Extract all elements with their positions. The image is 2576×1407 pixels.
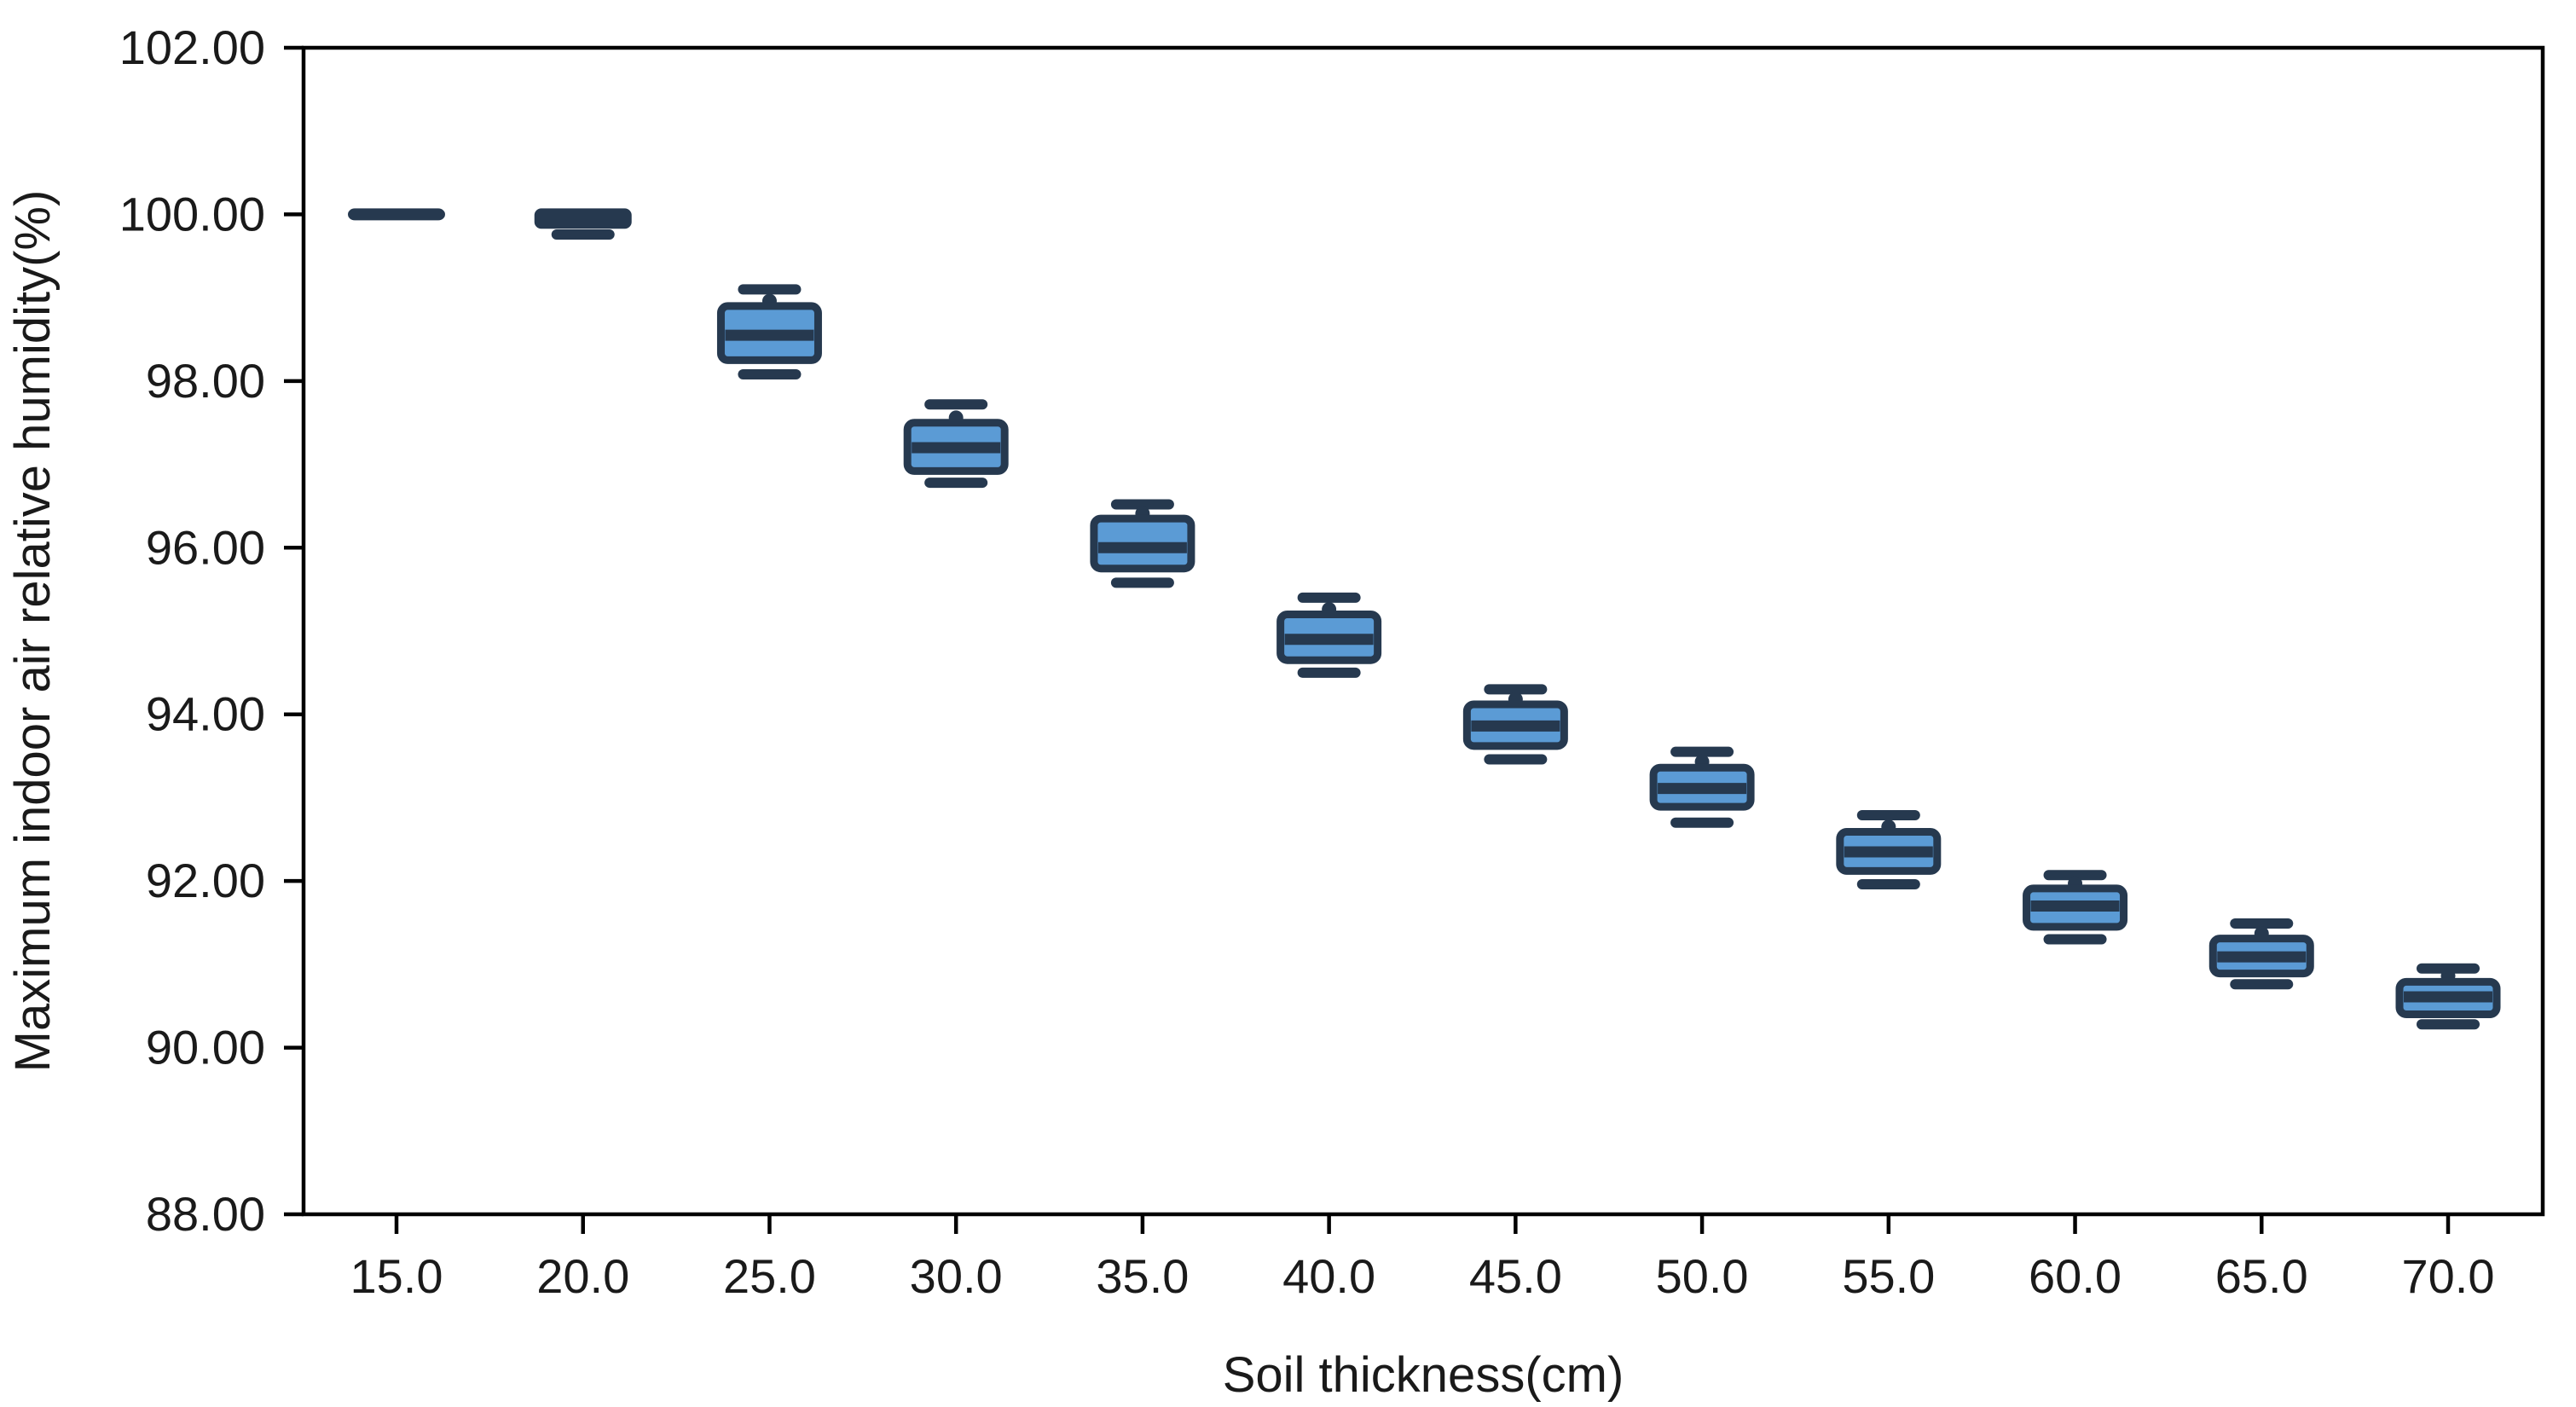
y-tick-label: 98.00: [146, 354, 265, 408]
x-tick-label: 15.0: [350, 1249, 443, 1303]
y-tick-label: 102.00: [119, 20, 265, 74]
x-tick-label: 60.0: [2029, 1249, 2122, 1303]
box-15-collapsed-bar: [348, 208, 445, 221]
y-tick-label: 94.00: [146, 687, 265, 741]
y-tick-label: 92.00: [146, 854, 265, 907]
x-tick-label: 30.0: [910, 1249, 1003, 1303]
plot-frame: [301, 45, 2545, 1217]
x-tick-label: 25.0: [723, 1249, 816, 1303]
x-axis-title: Soil thickness(cm): [1223, 1347, 1624, 1403]
x-tick-label: 55.0: [1842, 1249, 1935, 1303]
plot-layer: 102.00 100.00 98.00 96.00 94.00 92.00 90.00 88.…: [119, 20, 2545, 1303]
y-tick-label: 88.00: [146, 1187, 265, 1241]
box-20-collapsed-bar: [534, 208, 632, 229]
y-axis-title: Maximum indoor air relative humidity(%): [5, 190, 61, 1073]
x-tick-label: 35.0: [1096, 1249, 1189, 1303]
x-tick-label: 20.0: [536, 1249, 629, 1303]
y-tick-label: 100.00: [119, 187, 265, 240]
x-tick-label: 70.0: [2402, 1249, 2495, 1303]
y-tick-label: 96.00: [146, 520, 265, 574]
y-tick-label: 90.00: [146, 1021, 265, 1074]
x-tick-label: 45.0: [1469, 1249, 1562, 1303]
x-tick-label: 65.0: [2215, 1249, 2308, 1303]
x-tick-label: 40.0: [1282, 1249, 1375, 1303]
x-tick-label: 50.0: [1656, 1249, 1749, 1303]
